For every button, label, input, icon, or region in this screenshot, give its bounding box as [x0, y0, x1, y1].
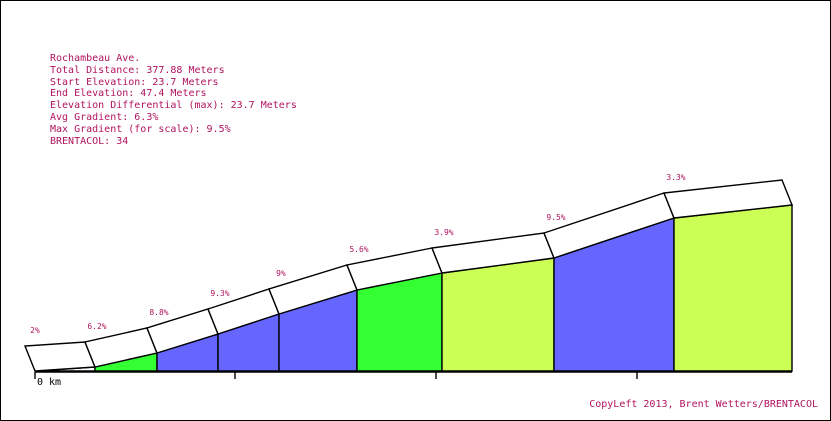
street-name: Rochambeau Ave. [50, 53, 141, 64]
start-elevation: Start Elevation: 23.7 Meters [50, 76, 219, 88]
elevation-differential: Elevation Differential (max): 23.7 Meter… [50, 100, 297, 112]
brentacol-score: BRENTACOL: 34 [50, 135, 129, 147]
max-gradient: Max Gradient (for scale): 9.5% [50, 123, 231, 135]
end-elevation: End Elevation: 47.4 Meters [50, 88, 207, 100]
segment-bar-7 [441, 257, 555, 372]
gradient-label-2: 6.2% [87, 322, 106, 331]
route-info-panel: Rochambeau Ave. Total Distance: 377.88 M… [50, 53, 297, 147]
gradient-label-7: 3.9% [434, 228, 453, 237]
copyright-text: CopyLeft 2013, Brent Wetters/BRENTACOL [589, 399, 818, 410]
x-tick-label-1: 0 km [37, 377, 61, 388]
total-distance: Total Distance: 377.88 Meters [50, 64, 225, 76]
gradient-label-4: 9.3% [210, 289, 229, 298]
avg-gradient: Avg Gradient: 6.3% [50, 111, 159, 123]
gradient-label-5: 9% [276, 269, 286, 278]
gradient-label-6: 5.6% [349, 245, 368, 254]
segment-band-9 [663, 179, 793, 219]
gradient-labels-layer: 2% 6.2% 8.8% 9.3% 9% 5.6% 3.9% 9.5% 3.3% [30, 173, 686, 335]
gradient-label-3: 8.8% [149, 308, 168, 317]
gradient-label-8: 9.5% [546, 213, 565, 222]
gradient-label-9: 3.3% [666, 173, 685, 182]
segment-bar-9 [673, 204, 793, 372]
segment-band-1 [23, 341, 97, 372]
segments-layer [23, 179, 793, 372]
x-axis: 0 km [34, 371, 792, 388]
gradient-label-1: 2% [30, 326, 40, 335]
